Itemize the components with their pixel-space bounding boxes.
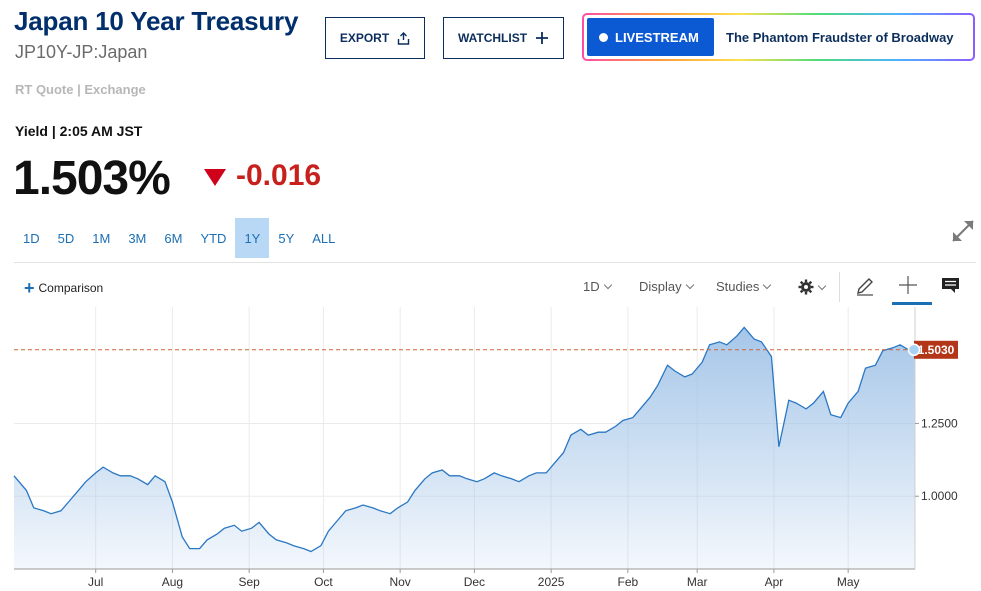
- range-5y[interactable]: 5Y: [278, 230, 295, 246]
- divider: [14, 262, 976, 263]
- range-1m[interactable]: 1M: [92, 230, 111, 246]
- range-5d[interactable]: 5D: [57, 230, 75, 246]
- x-tick-label: Mar: [687, 575, 708, 589]
- series-line: [13, 326, 916, 553]
- last-value-dot: [907, 343, 921, 357]
- last-value-label: 1.5030: [918, 343, 955, 357]
- interval-label: 1D: [583, 279, 600, 294]
- chevron-down-icon: [817, 281, 827, 290]
- page-title: Japan 10 Year Treasury: [14, 6, 299, 36]
- y-tick-label: 1.2500: [921, 416, 958, 430]
- active-tool-indicator: [892, 302, 932, 305]
- export-label: EXPORT: [339, 31, 390, 45]
- ticker-symbol: JP10Y-JP:Japan: [15, 42, 148, 62]
- display-dropdown[interactable]: Display: [639, 279, 694, 294]
- x-tick-label: 2025: [538, 575, 565, 589]
- x-tick-label: Nov: [389, 575, 410, 589]
- price-chart[interactable]: Jul Aug Sep Oct Nov Dec 2025 Feb Mar Apr May 1.0000…: [0, 305, 981, 591]
- live-dot-icon: [599, 32, 608, 42]
- studies-label: Studies: [716, 279, 760, 294]
- price-change: -0.016: [236, 159, 322, 192]
- plus-icon: +: [24, 278, 35, 298]
- range-selector: 1D 5D 1M 3M 6M YTD 1Y 5Y ALL: [14, 218, 344, 258]
- last-price: 1.503%: [13, 152, 171, 205]
- series-area: [14, 327, 915, 569]
- range-3m[interactable]: 3M: [128, 230, 147, 246]
- interval-dropdown[interactable]: 1D: [583, 279, 612, 294]
- x-tick-label: Apr: [765, 575, 784, 589]
- down-arrow-icon: [204, 169, 226, 186]
- quote-source: RT Quote | Exchange: [15, 82, 146, 97]
- last-value-badge: [914, 340, 958, 359]
- chevron-down-icon: [763, 280, 772, 290]
- watchlist-button[interactable]: WATCHLIST: [443, 17, 564, 59]
- share-icon: [397, 31, 410, 45]
- chevron-down-icon: [603, 280, 612, 290]
- comparison-label: Comparison: [38, 281, 104, 295]
- x-tick-label: May: [837, 575, 860, 589]
- comment-icon[interactable]: [941, 277, 960, 294]
- chevron-down-icon: [685, 280, 694, 290]
- x-tick-label: Oct: [314, 575, 333, 589]
- yield-timestamp: Yield | 2:05 AM JST: [15, 123, 143, 139]
- export-button[interactable]: EXPORT: [325, 17, 425, 59]
- livestream-button[interactable]: LIVESTREAM: [587, 18, 714, 56]
- display-label: Display: [639, 279, 682, 294]
- x-tick-label: Feb: [618, 575, 639, 589]
- range-ytd[interactable]: YTD: [200, 230, 227, 246]
- range-all[interactable]: ALL: [312, 230, 336, 246]
- pencil-icon[interactable]: [855, 276, 875, 296]
- crosshair-icon[interactable]: [898, 275, 918, 295]
- range-1d[interactable]: 1D: [23, 230, 40, 246]
- expand-icon[interactable]: [950, 218, 976, 244]
- range-6m[interactable]: 6M: [164, 230, 183, 246]
- gear-icon: [798, 279, 814, 295]
- livestream-label: LIVESTREAM: [615, 29, 699, 45]
- x-tick-label: Jul: [88, 575, 103, 589]
- range-1y[interactable]: 1Y: [235, 218, 270, 258]
- x-tick-label: Sep: [238, 575, 260, 589]
- settings-dropdown[interactable]: [798, 279, 827, 295]
- y-tick-label: 1.0000: [921, 489, 958, 503]
- x-tick-label: Dec: [464, 575, 485, 589]
- plus-icon: [536, 32, 549, 44]
- comparison-button[interactable]: + Comparison: [24, 278, 104, 298]
- livestream-banner[interactable]: LIVESTREAM The Phantom Fraudster of Broa…: [582, 13, 975, 61]
- toolbar-divider: [839, 272, 840, 302]
- studies-dropdown[interactable]: Studies: [716, 279, 772, 294]
- watchlist-label: WATCHLIST: [457, 31, 528, 45]
- livestream-title[interactable]: The Phantom Fraudster of Broadway: [726, 29, 954, 45]
- x-tick-label: Aug: [162, 575, 183, 589]
